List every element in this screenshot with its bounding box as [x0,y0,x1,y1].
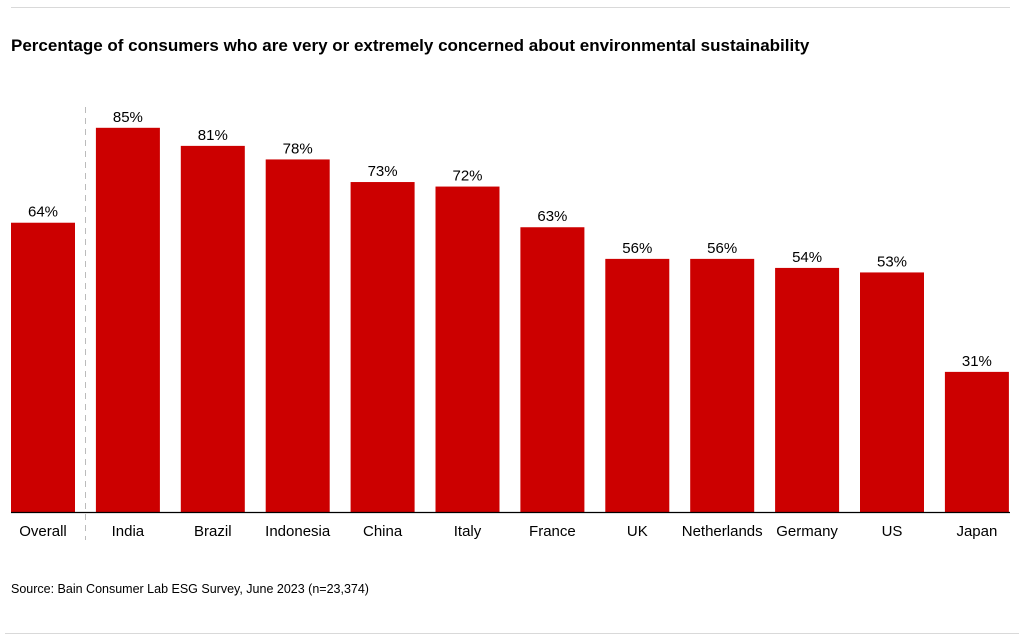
data-label: 31% [962,353,992,370]
bottom-rule [5,633,1019,634]
bar-japan [944,371,1009,512]
category-label: India [112,523,145,540]
category-label: Brazil [194,523,232,540]
data-label: 72% [452,168,482,185]
category-label: Germany [776,523,838,540]
data-label: 56% [622,240,652,257]
category-label: Japan [956,523,997,540]
category-label: Overall [19,523,67,540]
data-label: 85% [113,109,143,126]
bar-china [350,182,415,513]
top-rule [11,7,1010,8]
data-label: 64% [28,204,58,221]
category-label: China [363,523,403,540]
data-label: 78% [283,140,313,157]
bar-brazil [180,145,245,512]
data-label: 54% [792,249,822,266]
bar-overall [11,222,75,512]
bar-italy [435,186,500,512]
data-label: 73% [368,163,398,180]
bar-france [520,227,585,513]
category-label: France [529,523,576,540]
data-label: 81% [198,127,228,144]
bar-indonesia [265,159,330,512]
bar-india [95,127,160,513]
chart-title: Percentage of consumers who are very or … [11,36,810,55]
category-label: Netherlands [682,523,763,540]
data-label: 56% [707,240,737,257]
data-label: 53% [877,253,907,270]
data-label: 63% [537,208,567,225]
category-label: US [882,523,903,540]
bar-germany [775,267,840,512]
category-label: Italy [454,523,482,540]
bar-us [860,272,924,512]
source-note: Source: Bain Consumer Lab ESG Survey, Ju… [11,582,369,596]
bar-uk [605,258,670,512]
category-label: Indonesia [265,523,331,540]
bar-netherlands [690,258,755,512]
category-label: UK [627,523,648,540]
